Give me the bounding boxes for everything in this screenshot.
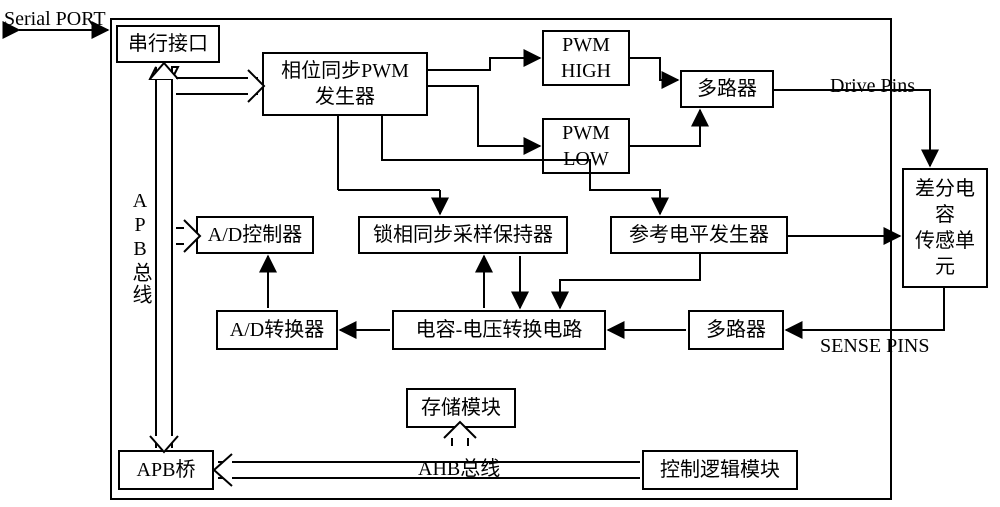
- connections: [0, 0, 1000, 507]
- diagram-canvas: Serial PORT APB总线 Drive Pins SENSE PINS …: [0, 0, 1000, 507]
